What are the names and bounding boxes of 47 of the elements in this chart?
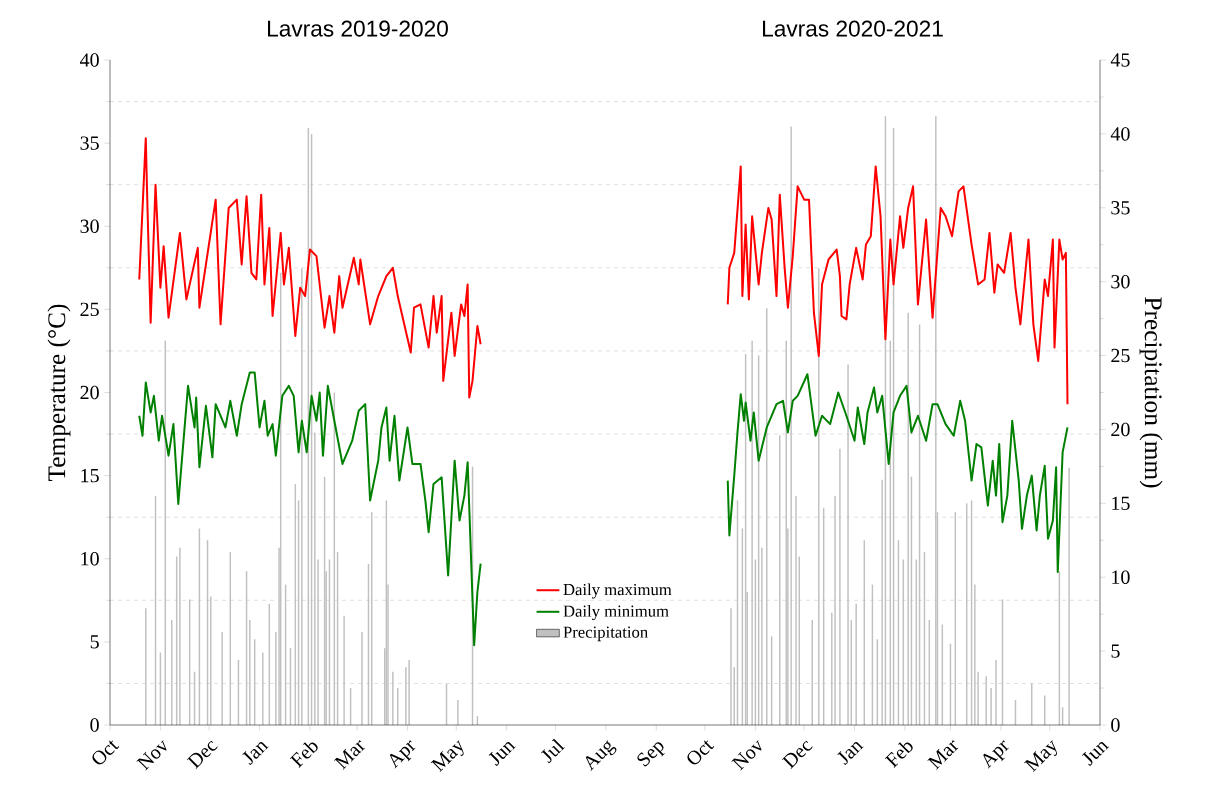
y-axis-title: Temperature (°C): [47, 304, 71, 481]
x-tick-label: Jul: [541, 738, 565, 764]
legend-label: Daily minimum: [563, 605, 669, 621]
x-tick-label: Dec: [186, 740, 218, 769]
x-tick-label: Jun: [488, 741, 516, 766]
legend-label: Precipitation: [563, 626, 648, 642]
x-tick-label: Nov: [731, 740, 762, 771]
x-tick-label: Jan: [837, 741, 864, 766]
x-tick-label: May: [430, 740, 464, 773]
x-tick-label: Feb: [884, 742, 913, 768]
y-tick-label: 15: [81, 468, 99, 483]
y2-axis-title: Precipitation (mm): [1139, 297, 1163, 488]
y-tick-label: 30: [80, 219, 99, 233]
y2-tick-label: 45: [1110, 53, 1130, 67]
y-tick-label: 0: [90, 718, 99, 732]
x-tick-label: Apr: [389, 740, 416, 769]
x-tick-label: Oct: [92, 740, 120, 765]
text: Lavras 2019-2020: [268, 20, 448, 37]
y2-tick-label: 35: [1111, 201, 1130, 215]
x-tick-label: Dec: [781, 740, 813, 769]
y2-tick-label: 5: [1111, 644, 1120, 658]
y2-tick-label: 25: [1111, 348, 1130, 363]
y2-tick-label: 10: [1112, 570, 1130, 584]
x-tick-label: Jan: [242, 741, 269, 766]
x-tick-label: Feb: [289, 742, 318, 768]
y2-tick-label: 20: [1111, 422, 1130, 437]
legend-label: Daily maximum: [563, 583, 672, 599]
x-tick-label: Mar: [333, 740, 366, 770]
y2-tick-label: 40: [1110, 127, 1130, 141]
y-tick-label: 40: [80, 53, 99, 67]
x-tick-label: Nov: [136, 740, 167, 771]
y-tick-label: 10: [81, 552, 99, 566]
x-tick-label: Apr: [983, 740, 1009, 769]
y-tick-label: 5: [90, 635, 99, 649]
x-tick-label: Aug: [585, 740, 617, 771]
y-tick-label: 35: [80, 136, 99, 150]
y2-tick-label: 0: [1111, 718, 1120, 732]
text: Lavras 2020-2021: [763, 20, 943, 37]
y-tick-label: 20: [80, 385, 99, 400]
y2-tick-label: 15: [1112, 496, 1130, 511]
x-tick-label: Sep: [637, 742, 665, 767]
x-tick-label: Jun: [1081, 741, 1110, 766]
y-tick-label: 25: [80, 302, 99, 317]
x-tick-label: May: [1024, 740, 1057, 773]
y2-tick-label: 30: [1111, 274, 1130, 289]
x-tick-label: Oct: [687, 740, 715, 765]
x-tick-label: Mar: [927, 740, 959, 770]
